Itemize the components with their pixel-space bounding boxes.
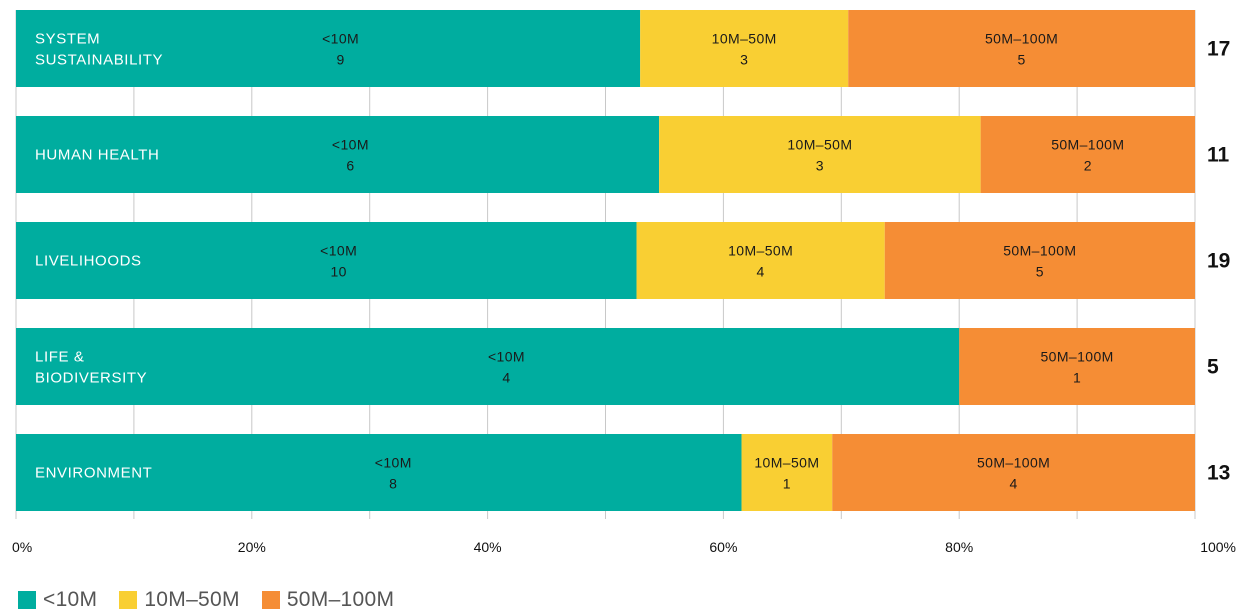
- bar-segment-life-biodiversity-50m-100m: [959, 328, 1195, 405]
- category-label-human-health: HUMAN HEALTH: [35, 147, 159, 164]
- segment-value-label: 8: [389, 476, 397, 492]
- bar-segment-environment-50m-100m: [832, 434, 1195, 511]
- bar-segment-system-sustainability-10m-50m: [640, 10, 849, 87]
- segment-series-label: 10M–50M: [754, 455, 819, 471]
- segment-value-label: 3: [816, 158, 824, 174]
- segment-value-label: 2: [1084, 158, 1092, 174]
- segment-value-label: 5: [1018, 52, 1026, 68]
- legend-label-under-10m: <10M: [43, 588, 98, 611]
- bar-segment-human-health-50m-100m: [980, 116, 1195, 193]
- row-total-livelihoods: 19: [1207, 250, 1230, 273]
- row-total-life-biodiversity: 5: [1207, 356, 1219, 379]
- legend-label-10m-50m: 10M–50M: [144, 588, 240, 611]
- category-label-livelihoods: LIVELIHOODS: [35, 253, 142, 270]
- bar-segment-livelihoods-10m-50m: [636, 222, 885, 299]
- segment-value-label: 4: [757, 264, 765, 280]
- bar-segment-life-biodiversity-under-10m: [16, 328, 960, 405]
- row-total-human-health: 11: [1207, 144, 1230, 167]
- segment-value-label: 3: [740, 52, 748, 68]
- bar-segment-environment-under-10m: [16, 434, 742, 511]
- x-tick-label-40: 40%: [474, 539, 502, 555]
- bar-segment-system-sustainability-under-10m: [16, 10, 641, 87]
- row-totals: 17 11 19 5 13: [1207, 38, 1230, 485]
- segment-series-label: 50M–100M: [1003, 243, 1076, 259]
- category-label-line: SYSTEM: [35, 31, 100, 48]
- legend-item-50m-100m: 50M–100M: [261, 588, 395, 612]
- segment-series-label: <10M: [488, 349, 525, 365]
- legend-item-under-10m: <10M: [18, 588, 97, 612]
- segment-series-label: 50M–100M: [1040, 349, 1113, 365]
- segment-value-label: 4: [1010, 476, 1018, 492]
- category-label-environment: ENVIRONMENT: [35, 465, 152, 482]
- category-label-line: SUSTAINABILITY: [35, 52, 163, 69]
- segment-value-label: 5: [1036, 264, 1044, 280]
- bar-segment-system-sustainability-50m-100m: [848, 10, 1195, 87]
- category-label-life-biodiversity: LIFE & BIODIVERSITY: [35, 349, 147, 387]
- legend-swatch-50m-100m: [261, 591, 280, 609]
- segment-value-label: 1: [783, 476, 791, 492]
- bar-row-system-sustainability: <10M 9 10M–50M 3 50M–100M 5 SYSTEM SUSTAINABILI…: [16, 10, 1195, 87]
- segment-series-label: 10M–50M: [712, 31, 777, 47]
- segment-value-label: 10: [330, 264, 346, 280]
- segment-value-label: 1: [1073, 370, 1081, 386]
- segment-value-label: 6: [346, 158, 354, 174]
- legend-swatch-10m-50m: [119, 591, 138, 609]
- category-label-line: BIODIVERSITY: [35, 370, 147, 387]
- legend-swatch-under-10m: [18, 591, 36, 609]
- x-axis-ticks: 0% 20% 40% 60% 80% 100%: [12, 539, 1236, 555]
- category-label-system-sustainability: SYSTEM SUSTAINABILITY: [35, 31, 163, 69]
- x-tick-label-100: 100%: [1200, 539, 1236, 555]
- category-label-line: LIFE &: [35, 349, 84, 366]
- segment-series-label: <10M: [322, 31, 359, 47]
- segment-series-label: 50M–100M: [985, 31, 1058, 47]
- segment-series-label: <10M: [320, 243, 357, 259]
- segment-value-label: 9: [336, 52, 344, 68]
- segment-series-label: 50M–100M: [977, 455, 1050, 471]
- bar-row-livelihoods: <10M 10 10M–50M 4 50M–100M 5 LIVELIHOODS: [16, 222, 1195, 299]
- bar-segment-livelihoods-50m-100m: [884, 222, 1195, 299]
- bar-segment-environment-10m-50m: [741, 434, 833, 511]
- bar-segment-human-health-under-10m: [16, 116, 660, 193]
- segment-series-label: 50M–100M: [1051, 137, 1124, 153]
- bar-segment-livelihoods-under-10m: [16, 222, 637, 299]
- bar-row-life-biodiversity: <10M 4 50M–100M 1 LIFE & BIODIVERSITY: [16, 328, 1195, 405]
- segment-series-label: 10M–50M: [787, 137, 852, 153]
- row-total-environment: 13: [1207, 462, 1230, 485]
- legend-label-50m-100m: 50M–100M: [286, 588, 395, 611]
- category-label-line: HUMAN HEALTH: [35, 147, 159, 164]
- bar-segment-human-health-10m-50m: [659, 116, 981, 193]
- segment-value-label: 4: [502, 370, 510, 386]
- category-label-line: ENVIRONMENT: [35, 465, 152, 482]
- segment-series-label: <10M: [332, 137, 369, 153]
- bar-row-environment: <10M 8 10M–50M 1 50M–100M 4 ENVIRONMENT: [16, 434, 1195, 511]
- row-total-system-sustainability: 17: [1207, 38, 1230, 61]
- x-tick-label-0: 0%: [12, 539, 32, 555]
- bars: <10M 9 10M–50M 3 50M–100M 5 SYSTEM SUSTAINABILI…: [16, 10, 1195, 511]
- legend: <10M 10M–50M 50M–100M: [18, 588, 394, 612]
- legend-item-10m-50m: 10M–50M: [119, 588, 240, 612]
- x-tick-label-20: 20%: [238, 539, 266, 555]
- category-label-line: LIVELIHOODS: [35, 253, 142, 270]
- bar-row-human-health: <10M 6 10M–50M 3 50M–100M 2 HUMAN HEALTH: [16, 116, 1195, 193]
- x-tick-label-60: 60%: [709, 539, 737, 555]
- segment-series-label: 10M–50M: [728, 243, 793, 259]
- segment-series-label: <10M: [375, 455, 412, 471]
- x-tick-label-80: 80%: [945, 539, 973, 555]
